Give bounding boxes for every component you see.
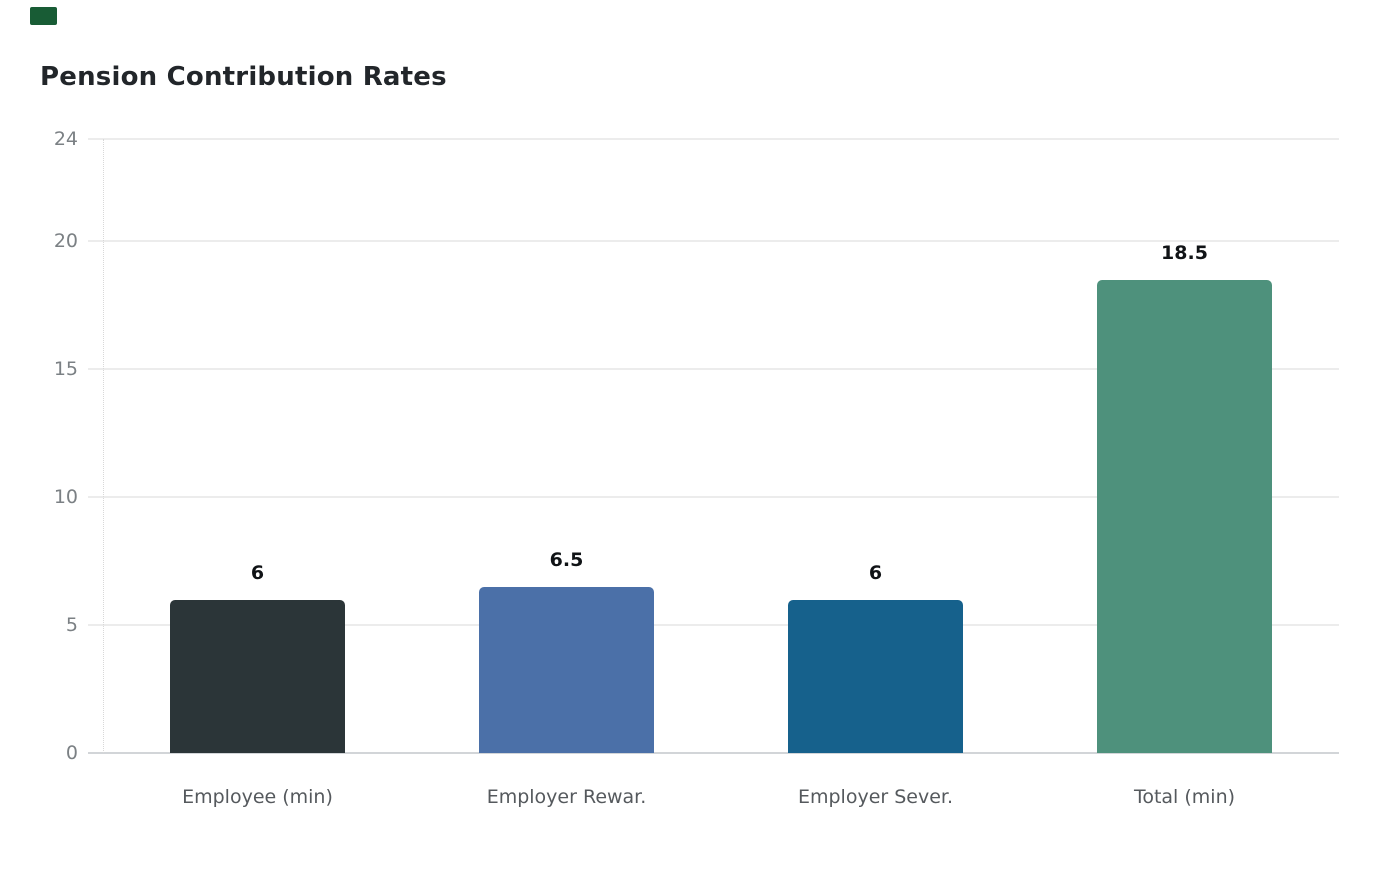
bar-value-label: 18.5 xyxy=(1161,241,1208,264)
bar-employer-sever xyxy=(788,599,963,753)
y-axis-tick-label: 15 xyxy=(53,358,78,381)
y-axis-tick-label: 20 xyxy=(53,230,78,253)
plot-left-border xyxy=(103,139,104,753)
y-axis-tick-label: 0 xyxy=(65,742,78,764)
y-axis-tick-label: 10 xyxy=(53,486,78,509)
y-gridline xyxy=(88,138,1339,140)
chart-title: Pension Contribution Rates xyxy=(40,62,447,92)
bar-value-label: 6 xyxy=(868,561,883,584)
bar-employer-rewar xyxy=(479,586,654,753)
x-axis-category-label: Employer Sever. xyxy=(797,786,954,808)
y-gridline xyxy=(88,624,1339,627)
x-axis-line xyxy=(88,752,1339,754)
y-gridline xyxy=(88,496,1339,499)
x-axis-category-label: Total (min) xyxy=(1133,786,1236,808)
y-axis-tick-label: 24 xyxy=(53,128,78,150)
bar-value-label: 6.5 xyxy=(549,548,584,571)
bar-value-label: 6 xyxy=(250,561,265,584)
x-axis-category-label: Employee (min) xyxy=(182,786,333,808)
corner-accent-mark xyxy=(30,7,57,25)
x-axis-category-label: Employer Rewar. xyxy=(486,786,647,808)
bar-total-min xyxy=(1097,279,1272,753)
bar-employee-min xyxy=(170,599,345,753)
y-axis-tick-label: 5 xyxy=(65,614,78,637)
y-gridline xyxy=(88,240,1339,243)
y-gridline xyxy=(88,368,1339,371)
